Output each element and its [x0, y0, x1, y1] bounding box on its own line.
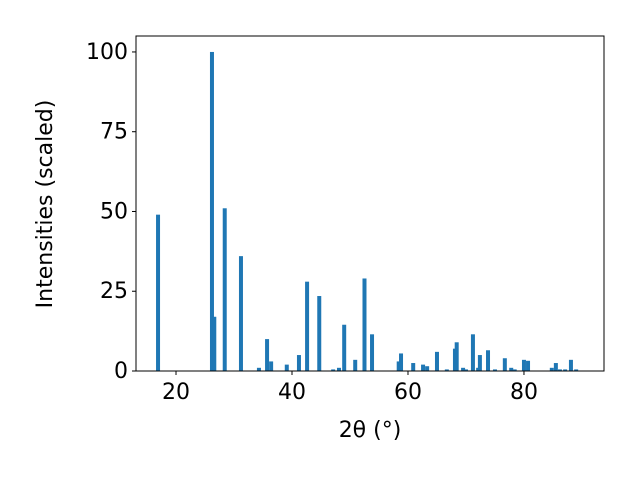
bar	[317, 296, 322, 371]
x-tick-label: 60	[394, 380, 422, 405]
bar	[563, 369, 568, 371]
bar	[454, 342, 459, 371]
bar	[421, 364, 426, 371]
x-tick-label: 20	[162, 380, 190, 405]
bar	[156, 214, 161, 371]
bar	[399, 353, 404, 371]
y-tick-label: 50	[100, 199, 128, 224]
bar	[296, 355, 301, 371]
bar	[521, 359, 526, 371]
y-tick-label: 25	[100, 279, 128, 304]
x-tick-label: 80	[510, 380, 538, 405]
bar	[305, 281, 310, 371]
y-tick-label: 100	[86, 40, 128, 65]
bar	[512, 369, 517, 371]
bar	[574, 369, 579, 371]
bar	[434, 351, 439, 371]
bar	[396, 361, 401, 371]
bar	[269, 361, 274, 371]
bar	[486, 350, 491, 371]
bar	[553, 363, 558, 371]
bar	[212, 316, 217, 371]
bar	[425, 366, 430, 371]
bar	[509, 367, 514, 371]
bar	[502, 358, 507, 371]
x-tick-label: 40	[278, 380, 306, 405]
bar	[265, 339, 270, 371]
bar	[526, 360, 531, 371]
bar	[463, 369, 468, 371]
bar	[492, 369, 497, 371]
y-tick-label: 75	[100, 120, 128, 145]
bar	[238, 256, 243, 371]
y-axis-label: Intensities (scaled)	[33, 100, 58, 309]
bar	[256, 367, 261, 371]
bar	[470, 334, 475, 371]
bar	[331, 369, 336, 371]
bar	[557, 369, 562, 371]
x-axis-label: 2θ (°)	[339, 418, 402, 443]
bar	[411, 363, 416, 371]
bar	[353, 359, 358, 371]
bar	[568, 359, 573, 371]
bar	[461, 367, 466, 371]
y-tick-label: 0	[114, 359, 128, 384]
bar	[209, 51, 214, 371]
bar	[284, 364, 289, 371]
bar	[444, 369, 449, 371]
bar	[549, 367, 554, 371]
bar	[342, 324, 347, 371]
bar	[222, 208, 227, 371]
bar	[370, 334, 375, 371]
bar	[362, 278, 367, 371]
bar	[477, 355, 482, 371]
bar	[336, 367, 341, 371]
plot-frame	[135, 35, 605, 372]
